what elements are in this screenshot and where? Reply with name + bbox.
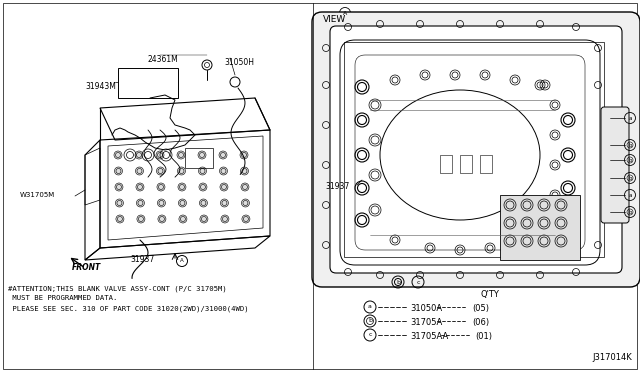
Circle shape bbox=[115, 183, 123, 191]
Circle shape bbox=[220, 183, 228, 191]
Bar bbox=[118, 68, 178, 98]
Text: 31705AA: 31705AA bbox=[410, 332, 448, 341]
Text: c: c bbox=[416, 279, 420, 285]
Text: J317014K: J317014K bbox=[592, 353, 632, 362]
Text: b: b bbox=[628, 157, 632, 163]
Circle shape bbox=[115, 199, 124, 207]
Text: Q'TY: Q'TY bbox=[481, 290, 499, 299]
Circle shape bbox=[179, 199, 186, 207]
Circle shape bbox=[241, 167, 248, 175]
Circle shape bbox=[177, 167, 186, 175]
Bar bbox=[440, 155, 452, 173]
Text: b: b bbox=[628, 142, 632, 148]
Text: A: A bbox=[343, 10, 347, 16]
Bar bbox=[460, 155, 472, 173]
Text: (06): (06) bbox=[472, 318, 489, 327]
Bar bbox=[344, 42, 604, 257]
Circle shape bbox=[220, 167, 227, 175]
Text: A: A bbox=[180, 259, 184, 263]
Circle shape bbox=[199, 183, 207, 191]
Text: W31705M: W31705M bbox=[20, 192, 55, 198]
FancyBboxPatch shape bbox=[312, 12, 640, 287]
Circle shape bbox=[136, 183, 144, 191]
Text: b: b bbox=[628, 176, 632, 180]
Circle shape bbox=[178, 183, 186, 191]
Text: 31937: 31937 bbox=[325, 182, 349, 191]
FancyBboxPatch shape bbox=[601, 107, 629, 223]
Text: FRONT: FRONT bbox=[72, 263, 101, 272]
Text: c: c bbox=[368, 333, 372, 337]
Text: b: b bbox=[396, 279, 400, 285]
Text: 31050H: 31050H bbox=[224, 58, 254, 67]
Bar bbox=[480, 155, 492, 173]
Circle shape bbox=[219, 151, 227, 159]
Bar bbox=[185, 148, 213, 168]
Text: (05): (05) bbox=[472, 304, 489, 313]
Circle shape bbox=[241, 199, 250, 207]
Text: a: a bbox=[368, 305, 372, 310]
Circle shape bbox=[114, 151, 122, 159]
Bar bbox=[500, 195, 580, 260]
Circle shape bbox=[198, 151, 206, 159]
Text: 31937: 31937 bbox=[130, 255, 154, 264]
Circle shape bbox=[200, 199, 207, 207]
Circle shape bbox=[240, 151, 248, 159]
Text: b: b bbox=[628, 209, 632, 215]
Circle shape bbox=[135, 151, 143, 159]
Circle shape bbox=[179, 215, 187, 223]
Text: 31050A: 31050A bbox=[410, 304, 442, 313]
Circle shape bbox=[136, 199, 145, 207]
Text: VIEW: VIEW bbox=[323, 15, 346, 24]
Circle shape bbox=[242, 215, 250, 223]
Text: 31943M: 31943M bbox=[85, 82, 116, 91]
Text: a: a bbox=[628, 115, 632, 121]
Circle shape bbox=[198, 167, 207, 175]
Circle shape bbox=[116, 215, 124, 223]
Circle shape bbox=[158, 215, 166, 223]
Circle shape bbox=[156, 151, 164, 159]
Text: #ATTENTION;THIS BLANK VALVE ASSY-CONT (P/C 31705M): #ATTENTION;THIS BLANK VALVE ASSY-CONT (P… bbox=[8, 285, 227, 292]
Text: MUST BE PROGRAMMED DATA.: MUST BE PROGRAMMED DATA. bbox=[8, 295, 117, 301]
Circle shape bbox=[221, 215, 229, 223]
Circle shape bbox=[177, 151, 185, 159]
Circle shape bbox=[157, 199, 165, 207]
Circle shape bbox=[115, 167, 122, 175]
Circle shape bbox=[136, 167, 143, 175]
Ellipse shape bbox=[380, 90, 540, 220]
Circle shape bbox=[220, 199, 228, 207]
Circle shape bbox=[241, 183, 249, 191]
Circle shape bbox=[157, 183, 165, 191]
FancyBboxPatch shape bbox=[330, 26, 622, 273]
Text: (01): (01) bbox=[476, 332, 493, 341]
Circle shape bbox=[200, 215, 208, 223]
Circle shape bbox=[137, 215, 145, 223]
Text: PLEASE SEE SEC. 310 OF PART CODE 31020(2WD)/31000(4WD): PLEASE SEE SEC. 310 OF PART CODE 31020(2… bbox=[8, 305, 248, 311]
Text: 31705A: 31705A bbox=[410, 318, 442, 327]
Text: 24361M: 24361M bbox=[148, 55, 179, 64]
Text: b: b bbox=[368, 318, 372, 324]
Text: a: a bbox=[628, 192, 632, 198]
Circle shape bbox=[156, 167, 164, 175]
